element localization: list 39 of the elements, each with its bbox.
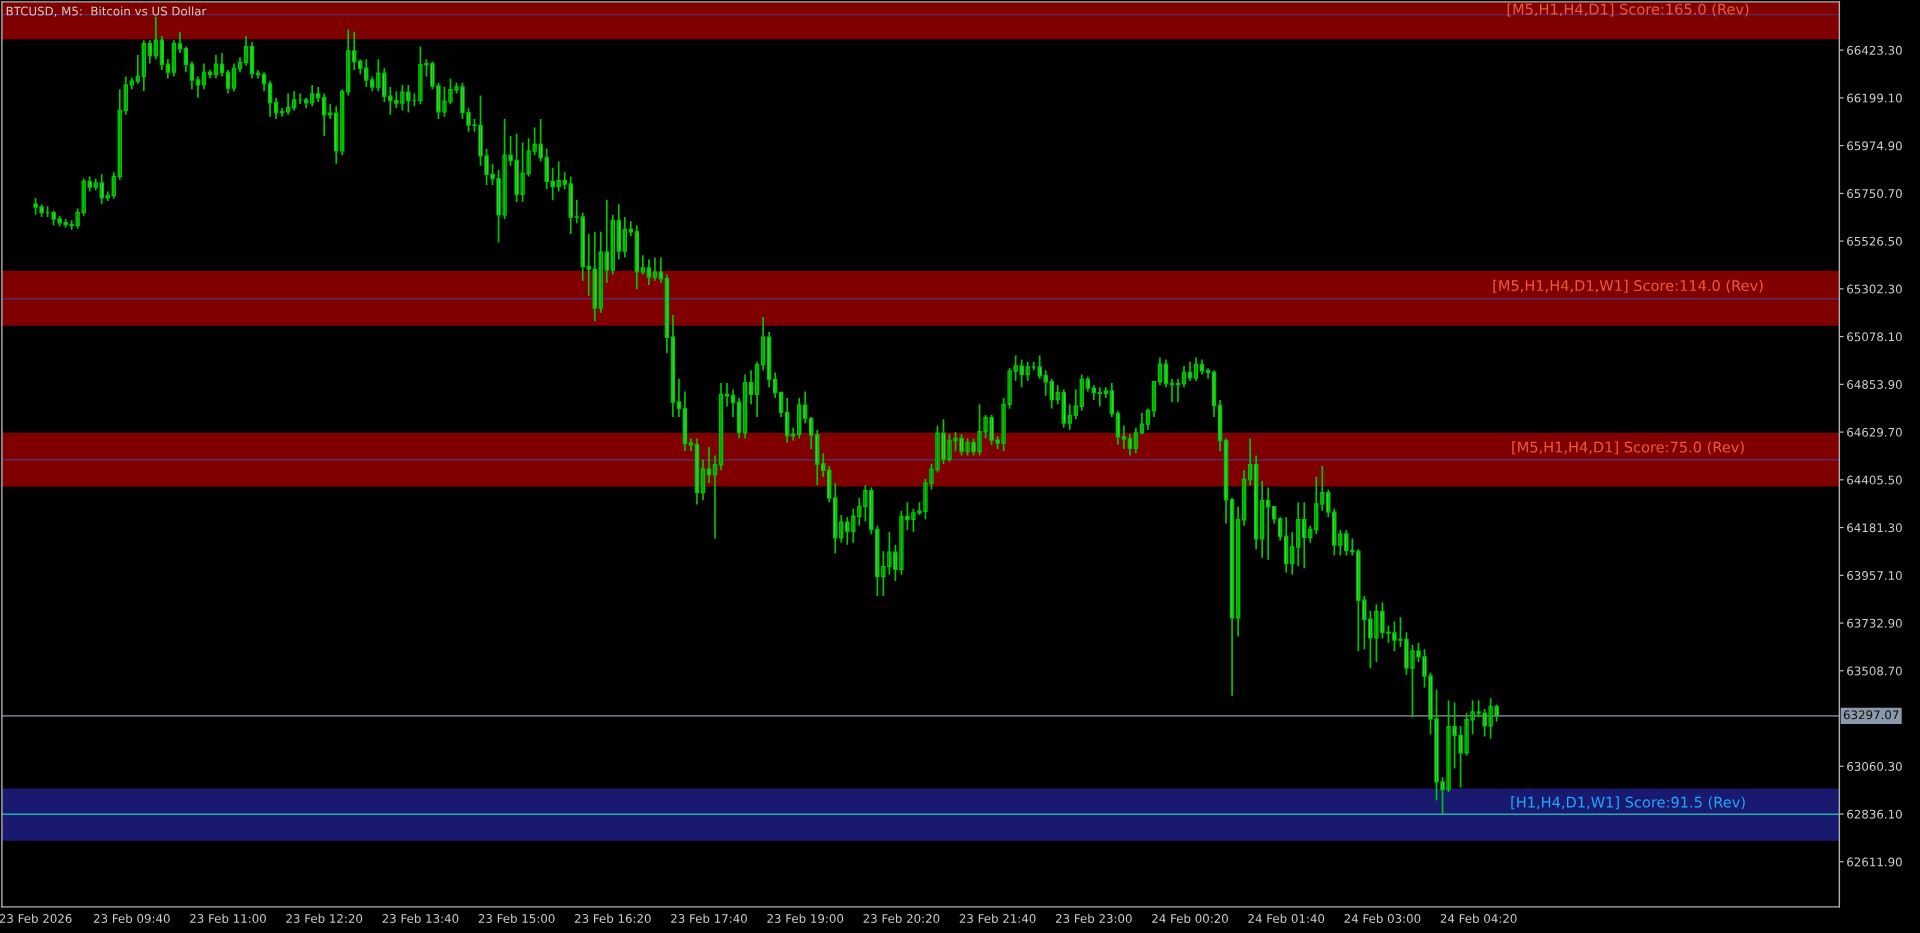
y-tick-label: 63957.10 xyxy=(1847,571,1902,580)
y-tick-label: 63508.70 xyxy=(1847,666,1902,676)
y-tick-label: 63060.30 xyxy=(1847,761,1902,771)
y-tick-label: 65974.90 xyxy=(1847,141,1902,151)
y-tick-label: 66199.10 xyxy=(1847,93,1902,103)
y-tick-label: 64629.70 xyxy=(1847,427,1902,437)
y-tick-label: 66423.30 xyxy=(1847,45,1902,55)
band-label: [M5,H1,H4,D1,W1] Score:114.0 (Rev) xyxy=(1493,279,1763,293)
ref-line-label: 63297.07 xyxy=(1843,710,1899,720)
x-tick-label: 23 Feb 13:40 xyxy=(382,913,459,923)
x-tick-label: 23 Feb 15:00 xyxy=(478,913,555,923)
x-tick-label: 23 Feb 09:40 xyxy=(93,913,170,923)
x-tick-label: 23 Feb 20:20 xyxy=(863,913,940,923)
x-tick-label: 23 Feb 12:20 xyxy=(286,913,363,923)
y-tick-label: 65078.10 xyxy=(1847,332,1902,342)
x-tick-label: 23 Feb 16:20 xyxy=(574,913,651,923)
x-tick-label: 23 Feb 2026 xyxy=(0,913,72,923)
x-tick-label: 24 Feb 03:00 xyxy=(1344,913,1421,923)
chart-title: BTCUSD, M5: Bitcoin vs US Dollar xyxy=(6,6,207,17)
x-tick-label: 24 Feb 01:40 xyxy=(1248,913,1325,923)
x-tick-label: 23 Feb 17:40 xyxy=(671,913,747,923)
y-tick-label: 64405.50 xyxy=(1847,475,1902,485)
y-tick-label: 65750.70 xyxy=(1847,189,1902,199)
x-tick-label: 23 Feb 23:00 xyxy=(1055,913,1132,923)
x-tick-label: 23 Feb 19:00 xyxy=(767,913,844,923)
band-label: [H1,H4,D1,W1] Score:91.5 (Rev) xyxy=(1511,796,1745,810)
y-tick-label: 64853.90 xyxy=(1847,380,1902,389)
x-tick-label: 24 Feb 00:20 xyxy=(1152,913,1228,923)
y-tick-label: 63732.90 xyxy=(1847,618,1902,628)
x-tick-label: 23 Feb 21:40 xyxy=(959,913,1036,923)
x-tick-label: 24 Feb 04:20 xyxy=(1440,913,1517,923)
y-tick-label: 64181.30 xyxy=(1847,523,1902,533)
x-tick-label: 23 Feb 11:00 xyxy=(190,913,266,923)
band-label: [M5,H1,H4,D1] Score:165.0 (Rev) xyxy=(1507,3,1749,17)
y-tick-label: 65302.30 xyxy=(1847,284,1902,294)
y-tick-label: 62611.90 xyxy=(1847,857,1902,867)
band-label: [M5,H1,H4,D1] Score:75.0 (Rev) xyxy=(1512,441,1744,455)
y-tick-label: 65526.50 xyxy=(1847,236,1902,246)
y-tick-label: 62836.10 xyxy=(1847,809,1902,819)
